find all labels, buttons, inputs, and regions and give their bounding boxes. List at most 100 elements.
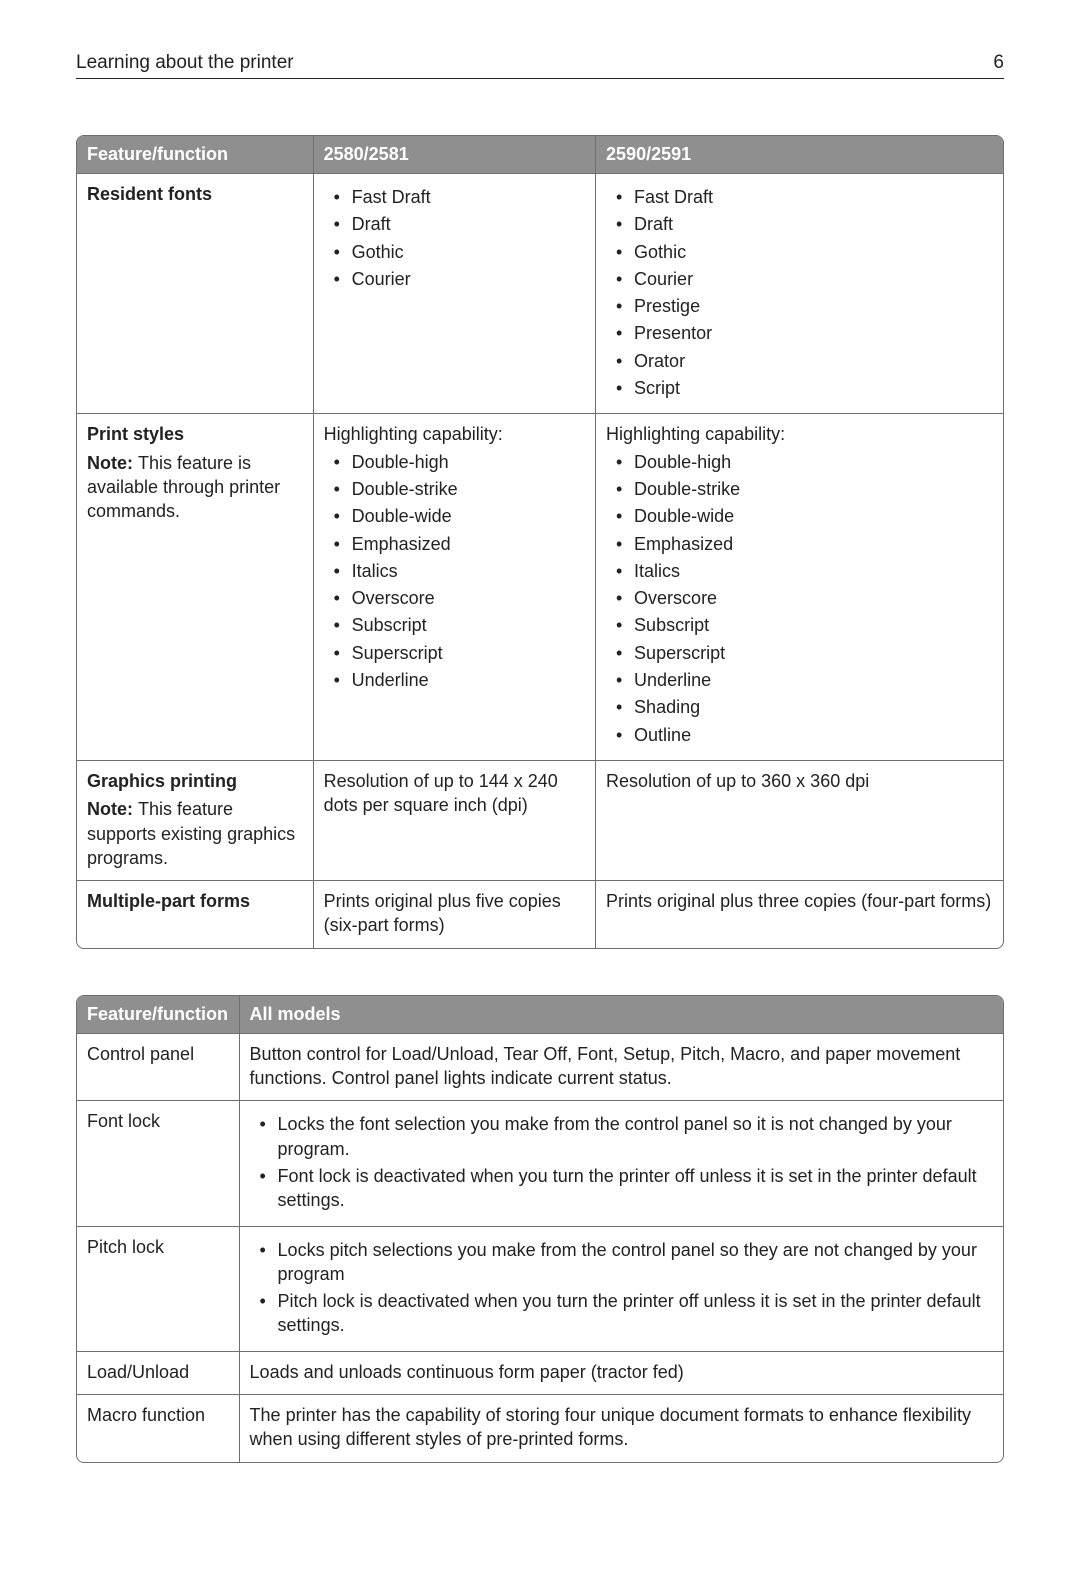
table-row: Multiple-part forms Prints original plus …: [77, 881, 1003, 948]
table-row: Load/Unload Loads and unloads continuous …: [77, 1351, 1003, 1394]
feature-cell: Load/Unload: [77, 1351, 239, 1394]
note-label: Note:: [87, 799, 138, 819]
value-cell: Locks pitch selections you make from the…: [239, 1226, 1003, 1351]
list-item: Double-high: [334, 450, 585, 474]
cell-text: Loads and unloads continuous form paper …: [250, 1362, 684, 1382]
col-header: Feature/function: [77, 136, 313, 174]
table-body: Resident fonts Fast Draft Draft Gothic Couri…: [77, 174, 1003, 948]
list-item: Orator: [616, 349, 993, 373]
cell-text: Resolution of up to 360 x 360 dpi: [606, 771, 869, 791]
list-item: Gothic: [616, 240, 993, 264]
table-row: Pitch lockLocks pitch selections you mak…: [77, 1226, 1003, 1351]
feature-table-2-wrapper: Feature/function All models Control pane…: [76, 995, 1004, 1463]
list-item: Underline: [334, 668, 585, 692]
list-item: Double-strike: [334, 477, 585, 501]
feature-cell: Control panel: [77, 1033, 239, 1101]
page-title: Learning about the printer: [76, 52, 294, 74]
bullet-list: Locks pitch selections you make from the…: [250, 1238, 993, 1338]
cell-text: The printer has the capability of storin…: [250, 1405, 971, 1449]
feature-cell: Pitch lock: [77, 1226, 239, 1351]
table-head: Feature/function All models: [77, 996, 1003, 1034]
list-item: Fast Draft: [334, 185, 585, 209]
value-cell: The printer has the capability of storin…: [239, 1394, 1003, 1461]
list-item: Courier: [334, 267, 585, 291]
table-row: Resident fonts Fast Draft Draft Gothic Couri…: [77, 174, 1003, 414]
list-item: Draft: [616, 212, 993, 236]
list-item: Superscript: [616, 641, 993, 665]
list-item: Subscript: [616, 613, 993, 637]
list-item: Script: [616, 376, 993, 400]
list-item: Subscript: [334, 613, 585, 637]
bullet-list: Double-high Double-strike Double-wide Empha…: [606, 450, 993, 747]
list-item: Prestige: [616, 294, 993, 318]
list-item: Emphasized: [616, 532, 993, 556]
feature-table-1-wrapper: Feature/function 2580/2581 2590/2591 Res…: [76, 135, 1004, 949]
list-item: Pitch lock is deactivated when you turn …: [260, 1289, 993, 1338]
list-item: Overscore: [334, 586, 585, 610]
bullet-list: Double-highDouble-strikeDouble-wideEmpha…: [324, 450, 585, 693]
row-title: Graphics printing: [87, 769, 303, 793]
list-item: Presentor: [616, 321, 993, 345]
list-item: Double-wide: [616, 504, 993, 528]
value-cell: Resolution of up to 360 x 360 dpi: [596, 760, 1003, 880]
cell-text: Prints original plus five copies (six-pa…: [324, 891, 561, 935]
feature-cell: Graphics printing Note: This feature supp…: [77, 760, 313, 880]
table-row: Print styles Note: This feature is availa…: [77, 414, 1003, 761]
feature-table-1: Feature/function 2580/2581 2590/2591 Res…: [77, 136, 1003, 948]
page: Learning about the printer 6 Feature/fun…: [0, 0, 1080, 1569]
value-cell: Resolution of up to 144 x 240 dots per s…: [313, 760, 595, 880]
list-item: Underline: [616, 668, 993, 692]
row-title: Print styles: [87, 422, 303, 446]
list-item: Overscore: [616, 586, 993, 610]
list-item: Shading: [616, 695, 993, 719]
value-cell: Prints original plus three copies (four-…: [596, 881, 1003, 948]
row-note: Note: This feature supports existing gra…: [87, 799, 295, 868]
value-cell: Locks the font selection you make from t…: [239, 1101, 1003, 1226]
list-item: Gothic: [334, 240, 585, 264]
table-head: Feature/function 2580/2581 2590/2591: [77, 136, 1003, 174]
cell-lead-text: Highlighting capability:: [324, 422, 585, 446]
value-cell: Highlighting capability:Double-highDoubl…: [596, 414, 1003, 761]
list-item: Courier: [616, 267, 993, 291]
feature-cell: Resident fonts: [77, 174, 313, 414]
value-cell: Fast Draft Draft Gothic Courier Prestige Pres…: [596, 174, 1003, 414]
table-row: Macro functionThe printer has the capabi…: [77, 1394, 1003, 1461]
row-title: Resident fonts: [87, 182, 303, 206]
feature-cell: Font lock: [77, 1101, 239, 1226]
list-item: Double-strike: [616, 477, 993, 501]
bullet-list: Fast Draft Draft Gothic Courier Prestige Pres…: [606, 185, 993, 400]
col-header: All models: [239, 996, 1003, 1034]
list-item: Double-wide: [334, 504, 585, 528]
bullet-list: Locks the font selection you make from t…: [250, 1112, 993, 1212]
row-note: Note: This feature is available through …: [87, 453, 280, 522]
list-item: Italics: [334, 559, 585, 583]
col-header: 2580/2581: [313, 136, 595, 174]
value-cell: Loads and unloads continuous form paper …: [239, 1351, 1003, 1394]
table-row: Control panelButton control for Load/Unl…: [77, 1033, 1003, 1101]
page-header: Learning about the printer 6: [76, 52, 1004, 79]
row-title: Multiple-part forms: [87, 889, 303, 913]
value-cell: Fast Draft Draft Gothic Courier: [313, 174, 595, 414]
value-cell: Prints original plus five copies (six-pa…: [313, 881, 595, 948]
feature-cell: Multiple-part forms: [77, 881, 313, 948]
feature-cell: Macro function: [77, 1394, 239, 1461]
feature-cell: Print styles Note: This feature is availa…: [77, 414, 313, 761]
list-item: Draft: [334, 212, 585, 236]
feature-table-2: Feature/function All models Control pane…: [77, 996, 1003, 1462]
page-number: 6: [993, 52, 1004, 74]
cell-text: Prints original plus three copies (four-…: [606, 891, 991, 911]
cell-text: Resolution of up to 144 x 240 dots per s…: [324, 771, 558, 815]
value-cell: Button control for Load/Unload, Tear Off…: [239, 1033, 1003, 1101]
list-item: Italics: [616, 559, 993, 583]
table-body: Control panelButton control for Load/Unl…: [77, 1033, 1003, 1461]
value-cell: Highlighting capability: Double-high Doubl…: [313, 414, 595, 761]
table-row: Font lock Locks the font selection you ma…: [77, 1101, 1003, 1226]
list-item: Superscript: [334, 641, 585, 665]
note-label: Note:: [87, 453, 138, 473]
list-item: Double-high: [616, 450, 993, 474]
list-item: Locks the font selection you make from t…: [260, 1112, 993, 1161]
bullet-list: Fast Draft Draft Gothic Courier: [324, 185, 585, 291]
table-row: Graphics printing Note: This feature supp…: [77, 760, 1003, 880]
list-item: Fast Draft: [616, 185, 993, 209]
col-header: Feature/function: [77, 996, 239, 1034]
